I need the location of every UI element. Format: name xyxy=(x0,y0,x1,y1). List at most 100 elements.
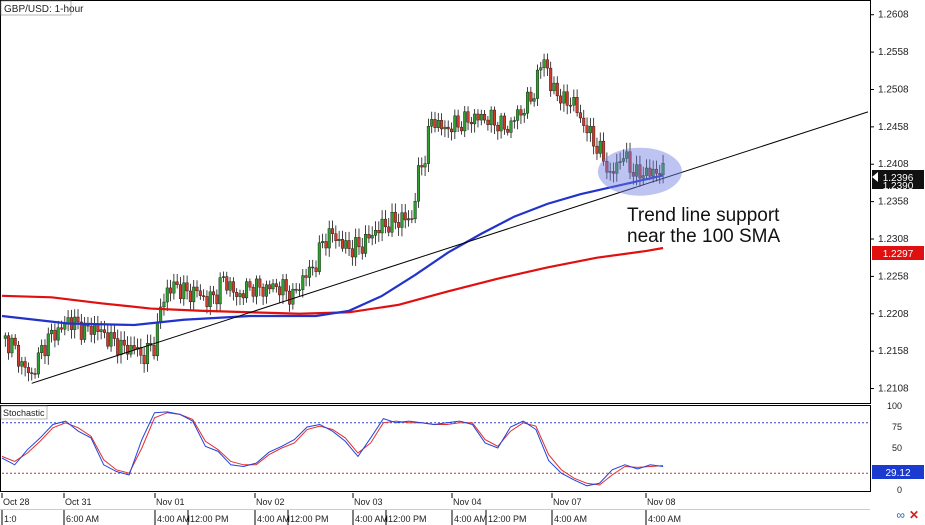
oscillator-pane xyxy=(0,405,871,492)
candle-body xyxy=(582,117,586,126)
candle-body xyxy=(7,335,11,354)
candle-body xyxy=(608,171,612,173)
candle-body xyxy=(162,301,166,308)
candle-body xyxy=(446,126,450,130)
candle-body xyxy=(645,167,649,176)
candle-body xyxy=(182,282,186,299)
link-icon[interactable]: ∞ xyxy=(896,508,905,522)
candle-body xyxy=(476,113,480,121)
candle-body xyxy=(463,111,467,132)
candle-body xyxy=(654,168,658,174)
current-price-tag: 1.2396 1.2390 xyxy=(872,170,924,192)
osc-title-box xyxy=(0,405,48,420)
candle-body xyxy=(383,218,387,228)
candle-body xyxy=(360,246,364,254)
candle-body xyxy=(393,212,397,223)
candle-body xyxy=(569,104,573,107)
candle-body xyxy=(23,361,27,368)
candle-body xyxy=(79,321,83,340)
candle-body xyxy=(93,324,97,335)
candle-body xyxy=(380,218,384,234)
candle-body xyxy=(228,281,232,291)
candle-body xyxy=(268,284,272,290)
candle-body xyxy=(407,218,411,221)
candle-body xyxy=(169,287,173,294)
x-time-label: 12:00 PM xyxy=(488,514,527,524)
candle-body xyxy=(202,295,206,297)
candle-body xyxy=(354,237,358,258)
candle-body xyxy=(106,332,110,347)
stochastic-value-tag: 29.12 xyxy=(872,465,924,479)
candle-body xyxy=(218,277,222,305)
candle-body xyxy=(155,321,159,357)
candle-body xyxy=(631,172,635,177)
candle-body xyxy=(261,287,265,297)
candle-body xyxy=(423,163,427,168)
candle-body xyxy=(274,283,278,287)
x-time-label: 12:00 PM xyxy=(290,514,329,524)
candle-body xyxy=(96,324,100,332)
candle-body xyxy=(486,119,490,125)
y-tick-label: 1.2208 xyxy=(878,309,909,320)
candle-body xyxy=(122,339,126,346)
x-time-label: 4:00 AM xyxy=(157,514,190,524)
candle-body xyxy=(102,329,106,333)
candle-body xyxy=(625,151,629,159)
candle-body xyxy=(456,115,460,128)
candle-body xyxy=(502,115,506,130)
candle-body xyxy=(615,162,619,174)
y-tick-label: 1.2408 xyxy=(878,159,909,170)
candle-body xyxy=(86,324,90,327)
candle-body xyxy=(459,126,463,132)
candle-body xyxy=(618,161,622,163)
candle-body xyxy=(50,329,54,335)
candle-body xyxy=(36,352,40,375)
stoch-tick-label: 100 xyxy=(887,401,902,411)
candle-body xyxy=(83,324,87,340)
x-time-label: 4:00 AM xyxy=(554,514,587,524)
candle-body xyxy=(10,337,14,354)
candle-body xyxy=(284,279,288,292)
candle-body xyxy=(281,279,285,296)
x-time-label: 4:00 AM xyxy=(355,514,388,524)
candle-body xyxy=(479,113,483,121)
candle-body xyxy=(436,120,440,128)
candle-body xyxy=(3,335,7,339)
oscillator-title: Stochastic xyxy=(3,408,45,418)
candle-body xyxy=(473,113,477,125)
candle-body xyxy=(433,119,437,128)
candle-body xyxy=(496,124,500,132)
candle-body xyxy=(301,275,305,290)
candle-body xyxy=(126,344,130,355)
candle-body xyxy=(311,266,315,269)
candle-body xyxy=(76,316,80,323)
candle-body xyxy=(258,278,262,288)
candle-body xyxy=(185,282,189,292)
candle-body xyxy=(43,345,47,357)
candle-body xyxy=(317,242,321,272)
candle-body xyxy=(178,284,182,299)
candle-body xyxy=(314,267,318,272)
candle-body xyxy=(430,119,434,127)
candle-body xyxy=(89,325,93,335)
candle-body xyxy=(340,238,344,249)
sma-200-line xyxy=(1,246,664,315)
candle-body xyxy=(212,291,216,296)
candle-body xyxy=(304,275,308,278)
candle-body xyxy=(344,240,348,249)
candle-body xyxy=(492,109,496,126)
candle-body xyxy=(198,290,202,296)
candle-body xyxy=(205,296,209,307)
x-time-label: 12:00 PM xyxy=(190,514,229,524)
candle-body xyxy=(469,121,473,125)
candle-body xyxy=(241,293,245,299)
candle-body xyxy=(245,281,249,299)
candle-body xyxy=(440,120,444,130)
close-icon[interactable]: ✕ xyxy=(908,508,919,522)
current-price-label: 1.2396 xyxy=(883,173,914,184)
x-date-label: Nov 08 xyxy=(647,497,676,507)
stoch-k-line xyxy=(1,411,664,487)
x-date-label: Oct 31 xyxy=(65,497,92,507)
candle-body xyxy=(658,173,662,176)
